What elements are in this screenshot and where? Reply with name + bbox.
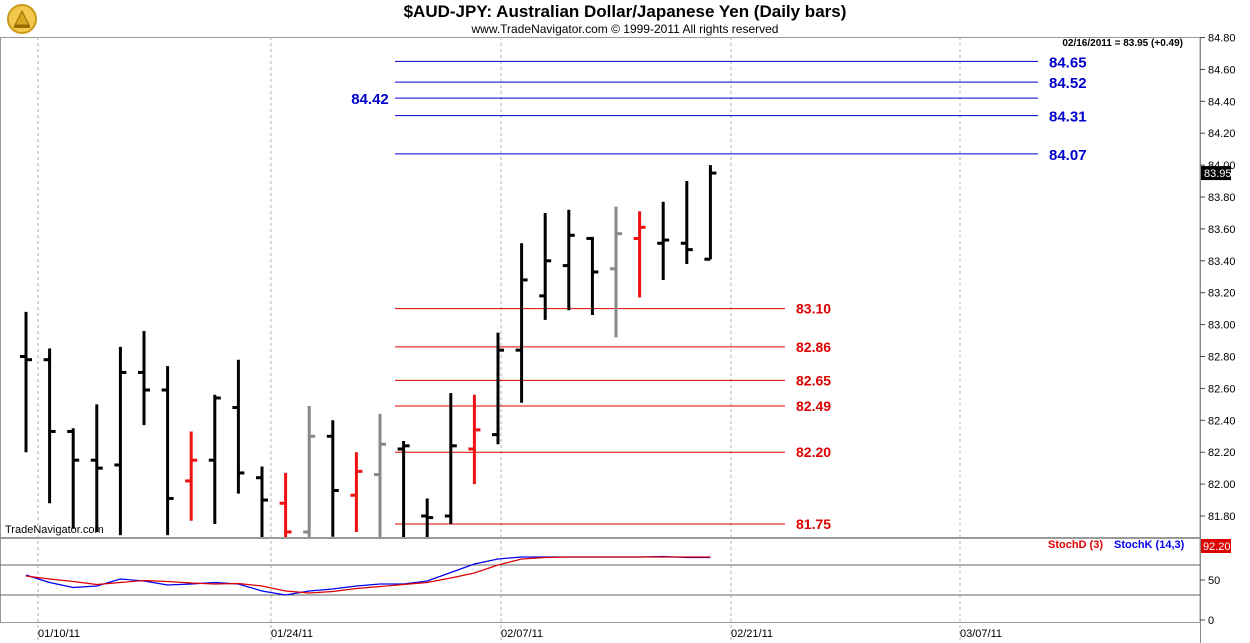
ohlc-bar — [90, 404, 103, 532]
ohlc-bar — [515, 243, 528, 403]
last-price-info: 02/16/2011 = 83.95 (+0.49) — [1062, 38, 1183, 49]
ohlc-bar — [539, 212, 552, 320]
ohlc-bar — [161, 366, 174, 536]
last-price-tag — [1201, 166, 1231, 181]
ohlc-bar — [562, 209, 575, 311]
ohlc-bar — [20, 311, 32, 453]
blue-level-label: 84.42 — [351, 91, 389, 108]
ohlc-bar — [444, 393, 457, 524]
ohlc-bar — [303, 405, 316, 537]
red-level-label: 81.75 — [796, 516, 831, 532]
blue-level-label: 84.31 — [1049, 109, 1087, 126]
ohlc-bar — [468, 394, 481, 485]
trade-navigator-logo-icon — [6, 3, 38, 35]
ohlc-bar — [704, 165, 717, 261]
x-axis-label: 02/21/11 — [731, 628, 773, 640]
price-tick-label: 84.80 — [1208, 33, 1236, 45]
red-level-label: 83.10 — [796, 301, 831, 317]
red-level-label: 82.49 — [796, 398, 831, 414]
price-tick-label: 83.00 — [1208, 320, 1236, 332]
ohlc-bar — [350, 452, 363, 532]
red-level-label: 82.20 — [796, 444, 831, 460]
price-tick-label: 84.40 — [1208, 96, 1236, 108]
x-axis-label: 01/24/11 — [271, 628, 313, 640]
price-tick-label: 83.20 — [1208, 288, 1236, 300]
price-tick-label: 82.20 — [1208, 447, 1236, 459]
price-tick-label: 83.60 — [1208, 224, 1236, 236]
ohlc-bar — [114, 346, 127, 536]
oscillator-value-tag — [1201, 539, 1231, 553]
ohlc-bar — [326, 420, 339, 537]
ohlc-bar — [610, 206, 622, 338]
ohlc-bar — [208, 394, 221, 524]
price-panel-frame — [0, 37, 1201, 538]
chart-title: $AUD-JPY: Australian Dollar/Japanese Yen… — [403, 2, 847, 21]
blue-level-label: 84.65 — [1049, 54, 1087, 71]
chart-subtitle: www.TradeNavigator.com © 1999-2011 All r… — [471, 22, 779, 36]
oscillator-value-label: 92.20 — [1203, 541, 1231, 553]
red-level-label: 82.86 — [796, 339, 831, 355]
ohlc-bar — [374, 413, 386, 537]
blue-level-label: 84.07 — [1049, 147, 1087, 164]
blue-level-label: 84.52 — [1049, 75, 1087, 92]
ohlc-bar — [492, 332, 504, 445]
price-tick-label: 83.80 — [1208, 192, 1236, 204]
oscillator-panel-frame — [0, 538, 1201, 623]
price-tick-label: 82.40 — [1208, 415, 1236, 427]
ohlc-bar — [680, 181, 693, 264]
ohlc-bar — [138, 330, 150, 426]
price-tick-label: 82.80 — [1208, 352, 1236, 364]
watermark-label: TradeNavigator.com — [5, 524, 104, 536]
oscillator-tick-label: 0 — [1208, 615, 1214, 627]
ohlc-bar — [421, 498, 434, 537]
price-tick-label: 82.00 — [1208, 479, 1236, 491]
ohlc-bar — [633, 211, 646, 298]
ohlc-bars — [20, 165, 717, 537]
price-tick-label: 84.60 — [1208, 64, 1236, 76]
stochk-line — [25, 555, 711, 596]
price-tick-label: 81.80 — [1208, 511, 1236, 523]
ohlc-bar — [397, 441, 410, 537]
ohlc-bar — [586, 236, 599, 316]
price-tick-label: 83.40 — [1208, 256, 1236, 268]
price-tick-label: 82.60 — [1208, 383, 1236, 395]
ohlc-bar — [67, 428, 80, 529]
ohlc-bar — [657, 201, 670, 280]
stochd-line — [25, 556, 711, 594]
x-axis-label: 03/07/11 — [960, 628, 1002, 640]
red-level-label: 82.65 — [796, 372, 831, 388]
x-axis-label: 01/10/11 — [38, 628, 80, 640]
stochk-legend: StochK (14,3) — [1114, 539, 1185, 551]
ohlc-bar — [232, 359, 245, 494]
stochd-legend: StochD (3) — [1048, 539, 1103, 551]
oscillator-tick-label: 50 — [1208, 575, 1220, 587]
ohlc-bar — [185, 431, 198, 521]
last-price-tag-label: 83.95 — [1204, 168, 1232, 180]
ohlc-bar — [279, 472, 292, 537]
ohlc-bar — [256, 466, 268, 537]
price-tick-label: 84.20 — [1208, 128, 1236, 140]
ohlc-bar — [43, 348, 56, 504]
x-axis-label: 02/07/11 — [501, 628, 543, 640]
